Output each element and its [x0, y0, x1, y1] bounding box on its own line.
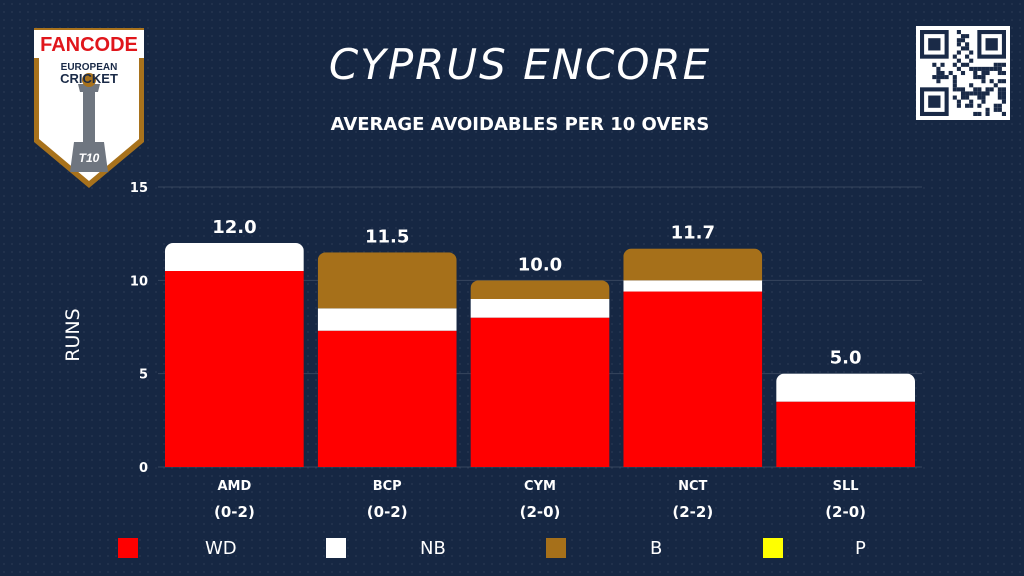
- legend-swatch-wd: [118, 538, 138, 558]
- x-tick-label: CYM: [524, 479, 556, 494]
- bar-segment-wd: [470, 317, 610, 467]
- logo-line2: CRICKET: [60, 71, 118, 86]
- x-tick-label: NCT: [678, 479, 707, 494]
- bar-segment-nb: [317, 308, 457, 331]
- legend-label-b: B: [650, 538, 663, 559]
- bar-total-label: 10.0: [518, 254, 562, 275]
- bar-segment-wd: [317, 330, 457, 467]
- qr-code: [916, 26, 1010, 120]
- x-tick-sublabel: (2-0): [520, 503, 561, 521]
- logo-line1: EUROPEAN: [61, 62, 118, 73]
- legend-swatch-p: [763, 538, 783, 558]
- x-tick-label: SLL: [833, 479, 859, 494]
- qr-code-pattern: [920, 30, 1006, 116]
- fancode-european-cricket-logo: FANCODE EUROPEAN CRICKET T10: [34, 28, 144, 188]
- y-tick-label: 15: [130, 181, 148, 196]
- bar-total-label: 5.0: [830, 348, 862, 369]
- x-tick-sublabel: (2-2): [672, 503, 713, 521]
- bar-segment-b: [317, 252, 457, 309]
- bar-stack-bcp: [317, 252, 457, 467]
- chart-subtitle: AVERAGE AVOIDABLES PER 10 OVERS: [330, 114, 710, 135]
- bar-segment-nb: [470, 299, 610, 318]
- bar-total-label: 11.5: [365, 226, 409, 247]
- legend-label-nb: NB: [420, 538, 446, 559]
- bar-stack-sll: [776, 373, 915, 467]
- bar-segment-nb: [623, 280, 763, 292]
- bar-segment-wd: [165, 271, 304, 467]
- bar-stack-nct: [623, 248, 763, 467]
- legend-label-p: P: [855, 538, 866, 559]
- bar-segment-wd: [776, 401, 915, 467]
- bar-segment-nb: [165, 243, 304, 271]
- x-tick-sublabel: (2-0): [825, 503, 866, 521]
- bar-segment-nb: [776, 373, 915, 402]
- bar-segment-wd: [623, 291, 763, 467]
- chart-legend: WD NB B P: [0, 536, 1024, 560]
- bar-total-label: 11.7: [671, 223, 715, 244]
- y-axis-label: RUNS: [62, 308, 84, 361]
- bar-segment-b: [470, 280, 610, 299]
- y-tick-label: 5: [139, 368, 148, 383]
- legend-swatch-nb: [326, 538, 346, 558]
- bar-total-label: 12.0: [212, 217, 256, 238]
- page-title: CYPRUS ENCORE: [328, 40, 712, 89]
- bar-stack-cym: [470, 280, 610, 467]
- x-tick-sublabel: (0-2): [214, 503, 255, 521]
- legend-swatch-b: [546, 538, 566, 558]
- x-tick-label: AMD: [218, 479, 252, 494]
- x-tick-label: BCP: [373, 479, 402, 494]
- bar-stack-amd: [165, 243, 304, 467]
- y-tick-label: 0: [139, 461, 148, 476]
- bar-segment-b: [623, 248, 763, 281]
- x-tick-sublabel: (0-2): [367, 503, 408, 521]
- legend-label-wd: WD: [205, 538, 237, 559]
- logo-badge: T10: [79, 151, 100, 165]
- logo-brand-text: FANCODE: [40, 34, 138, 56]
- y-tick-label: 10: [130, 274, 148, 289]
